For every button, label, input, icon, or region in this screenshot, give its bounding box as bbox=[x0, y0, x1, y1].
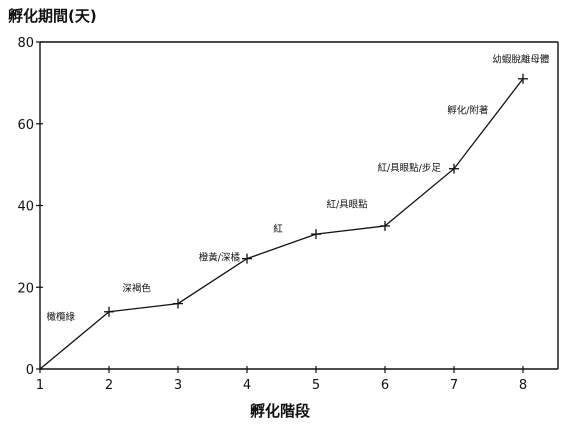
stage-annotation: 幼蝦脫離母體 bbox=[492, 53, 550, 65]
stage-annotation: 紅 bbox=[273, 224, 283, 235]
x-tick-label: 3 bbox=[174, 378, 182, 393]
x-tick-label: 4 bbox=[243, 378, 251, 393]
data-point bbox=[242, 253, 252, 264]
stage-annotation: 深褐色 bbox=[122, 282, 151, 294]
stage-annotation: 紅/具眼點/步足 bbox=[377, 162, 441, 174]
y-tick-label: 80 bbox=[17, 36, 34, 51]
data-point bbox=[518, 73, 528, 84]
stage-annotation: 紅/具眼點 bbox=[326, 199, 368, 211]
x-tick-label: 8 bbox=[519, 378, 527, 393]
chart-title: 孵化期間(天) bbox=[8, 7, 97, 25]
data-point bbox=[311, 229, 321, 240]
series-stage-duration bbox=[39, 73, 528, 370]
stage-annotation: 孵化/附著 bbox=[447, 105, 488, 117]
x-axis-label: 孵化階段 bbox=[250, 402, 310, 420]
x-tick-label: 7 bbox=[450, 378, 458, 393]
y-tick-label: 60 bbox=[17, 118, 34, 133]
y-tick-label: 20 bbox=[17, 281, 34, 296]
series-line bbox=[39, 78, 524, 370]
stage-annotation: 橄欖綠 bbox=[46, 311, 75, 323]
y-tick-label: 40 bbox=[17, 200, 34, 215]
data-point bbox=[449, 163, 459, 174]
data-point bbox=[104, 306, 114, 317]
data-point bbox=[173, 298, 183, 309]
y-tick-label: 0 bbox=[26, 363, 34, 378]
annotations: 橄欖綠 深褐色 橙黃/深橘 紅 紅/具眼點 紅/具眼點/步足 孵化/附著 幼蝦脫離母體 bbox=[46, 53, 549, 323]
x-tick-label: 1 bbox=[36, 378, 44, 393]
x-tick-label: 5 bbox=[312, 378, 320, 393]
x-tick-label: 2 bbox=[105, 378, 113, 393]
data-point bbox=[380, 220, 390, 231]
axes: 0 20 40 60 80 1 2 3 4 5 6 7 8 bbox=[17, 36, 559, 393]
stage-annotation: 橙黃/深橘 bbox=[199, 252, 241, 264]
x-tick-label: 6 bbox=[381, 378, 389, 393]
